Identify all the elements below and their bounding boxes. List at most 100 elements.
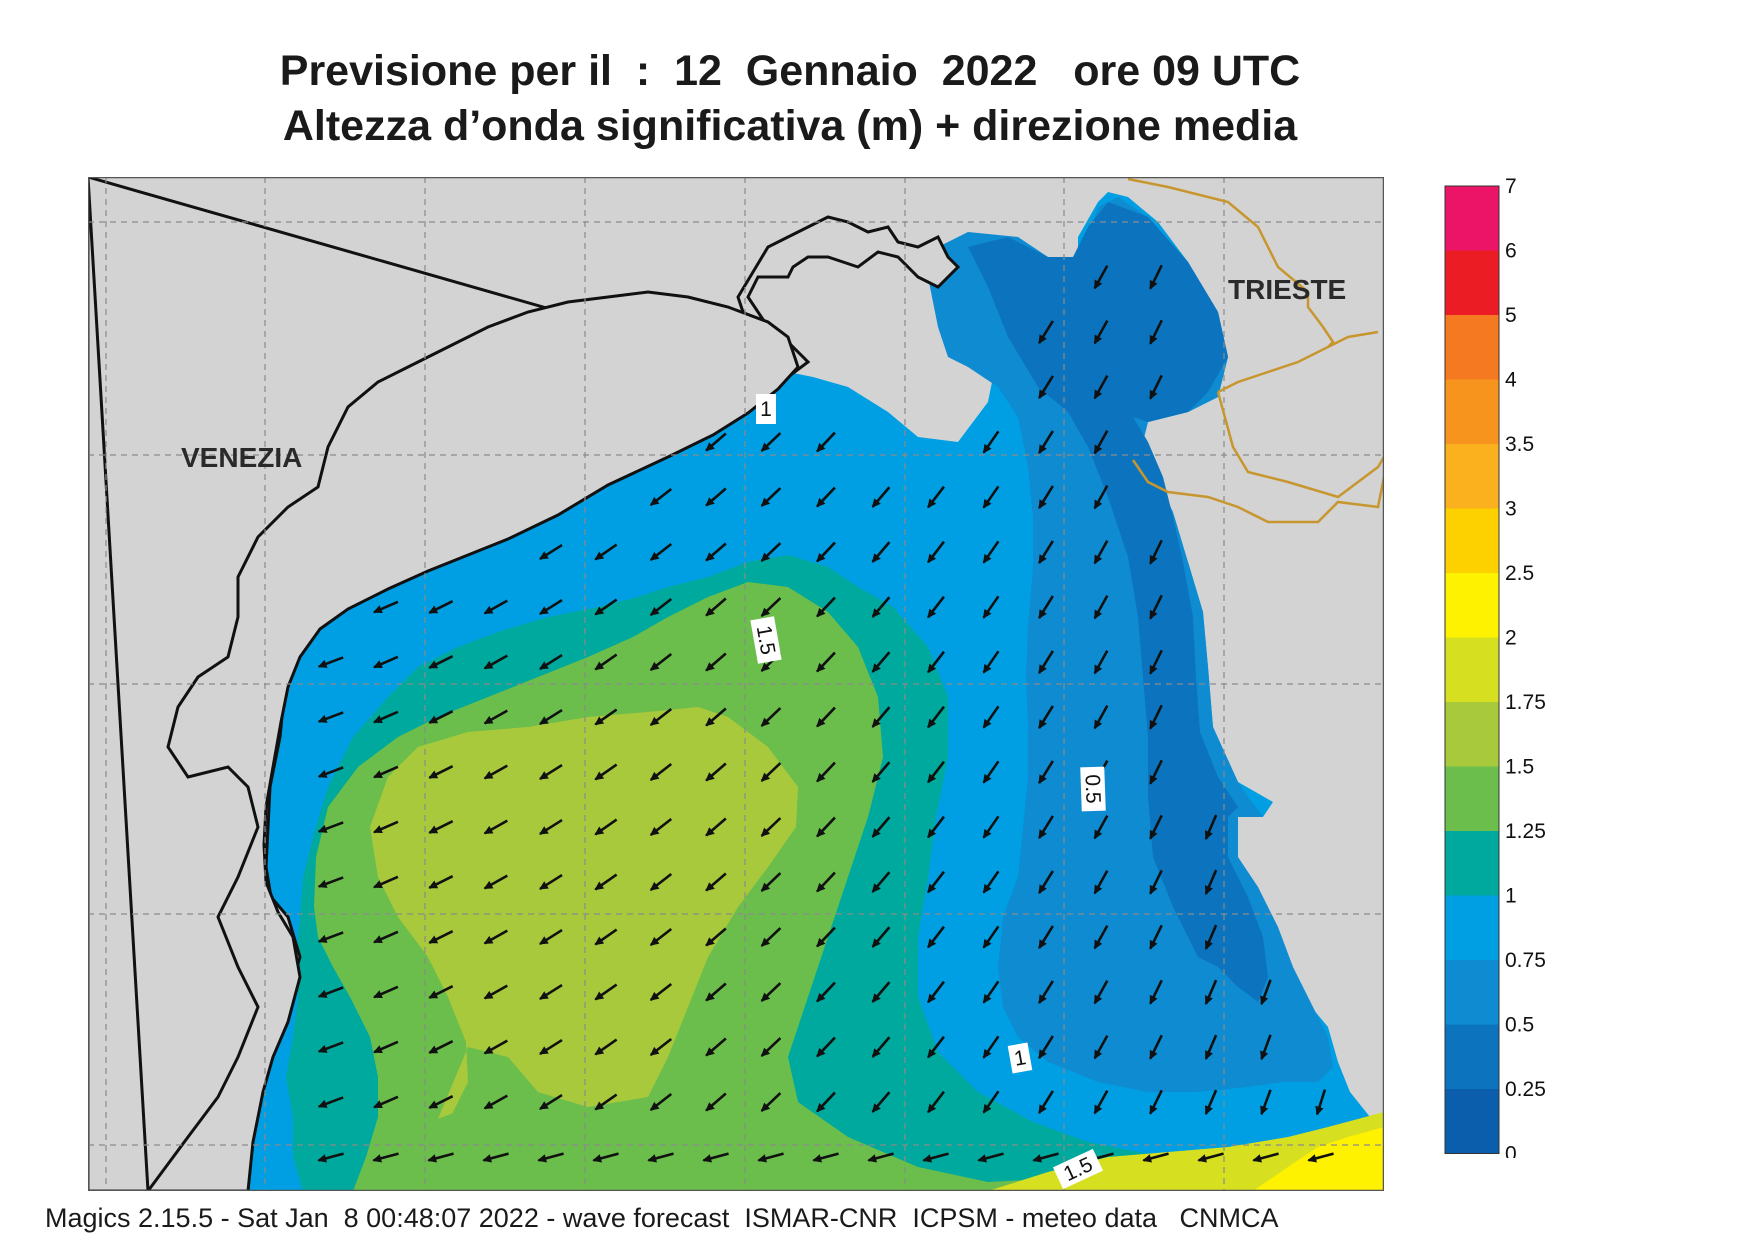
wave-arrow-head (539, 826, 549, 835)
wave-arrow-head (871, 498, 881, 508)
legend-swatch (1445, 702, 1499, 767)
wave-arrow-head (871, 608, 881, 618)
wave-arrow-head (649, 1046, 660, 1056)
wave-arrow-head (539, 606, 549, 615)
wave-arrow-head (1094, 829, 1103, 840)
wave-arrow-head (428, 935, 439, 944)
wave-arrow-head (1038, 554, 1047, 565)
wave-arrow-head (1260, 1050, 1269, 1061)
wave-arrow-head (1094, 499, 1103, 510)
wave-arrow-head (982, 608, 992, 619)
wave-arrow-head (427, 1154, 437, 1163)
wave-arrow-head (1038, 1104, 1047, 1115)
wave-arrow-head (1260, 995, 1269, 1006)
wave-arrow-head (1094, 334, 1103, 345)
legend-tick-label: 1.75 (1505, 691, 1546, 714)
wave-arrow-head (760, 717, 771, 727)
wave-arrow-head (760, 827, 771, 837)
wave-arrow-head (1032, 1154, 1042, 1163)
wave-arrow-head (867, 1154, 877, 1163)
wave-arrow-head (982, 1048, 992, 1059)
wave-arrow-head (1315, 1105, 1324, 1116)
wave-arrow-head (760, 552, 771, 562)
svg-text:1: 1 (760, 398, 772, 421)
wave-arrow-head (982, 718, 992, 729)
wave-arrow-head (816, 442, 826, 453)
wave-arrow-head (705, 937, 715, 947)
wave-arrow-head (1038, 664, 1047, 675)
wave-arrow-head (483, 825, 494, 834)
wave-arrow-head (539, 881, 549, 890)
wave-arrow-head (760, 497, 771, 507)
wave-arrow-head (927, 993, 937, 1004)
wave-arrow-head (927, 663, 937, 674)
legend-tick-label: 1.5 (1505, 756, 1534, 779)
wave-arrow-head (927, 718, 937, 729)
wave-arrow-head (1142, 1154, 1152, 1163)
wave-arrow-head (428, 770, 439, 779)
wave-arrow-head (816, 827, 826, 838)
wave-arrow-head (705, 552, 715, 562)
map-frame (88, 177, 1384, 1191)
wave-arrow-head (1094, 939, 1103, 950)
wave-arrow-head (816, 497, 826, 508)
wave-arrow-head (1094, 884, 1103, 895)
wave-arrow-head (1149, 884, 1158, 895)
legend-swatch (1445, 186, 1499, 251)
wave-arrow-head (705, 772, 715, 782)
wave-arrow-head (982, 938, 992, 949)
legend-swatch (1445, 895, 1499, 960)
wave-arrow-head (483, 715, 494, 724)
wave-arrow-head (982, 828, 992, 839)
legend-tick-label: 0 (1505, 1143, 1517, 1159)
wave-arrow-head (1094, 444, 1103, 455)
wave-arrow-head (816, 717, 826, 728)
wave-arrow-head (1260, 1105, 1269, 1116)
wave-arrow-head (1149, 554, 1158, 565)
wave-arrow-head (1307, 1154, 1317, 1163)
wave-arrow-head (594, 716, 605, 726)
wave-arrow-head (816, 552, 826, 563)
wave-arrow-head (539, 771, 549, 780)
wave-arrow-head (760, 992, 771, 1002)
wave-arrow-head (1149, 279, 1158, 290)
wave-arrow-head (317, 1099, 328, 1108)
wave-arrow-head (592, 1154, 602, 1163)
wave-arrow-head (317, 1044, 328, 1053)
wave-arrow-head (483, 605, 494, 614)
wave-arrow-head (1149, 774, 1158, 785)
legend-tick-label: 0.5 (1505, 1014, 1534, 1037)
wave-arrow-head (539, 936, 549, 945)
wave-arrow-head (483, 770, 494, 779)
wave-arrow-head (1149, 1104, 1158, 1115)
wave-arrow-head (649, 826, 660, 836)
wave-arrow-head (649, 716, 660, 726)
legend-swatch (1445, 379, 1499, 444)
wave-arrow-head (871, 1048, 881, 1058)
wave-arrow-head (1149, 1049, 1158, 1060)
wave-arrow-head (594, 936, 605, 946)
wave-arrow-head (1038, 389, 1047, 400)
svg-text:1: 1 (1012, 1046, 1028, 1071)
wave-arrow-head (428, 990, 439, 999)
wave-arrow-head (1204, 995, 1213, 1006)
wave-arrow-head (649, 936, 660, 946)
wave-arrow-head (537, 1154, 547, 1163)
wave-arrow-head (594, 881, 605, 891)
wave-arrow-head (982, 498, 992, 509)
wave-arrow-head (649, 496, 660, 506)
wave-arrow-head (317, 824, 328, 833)
wave-arrow-head (649, 881, 660, 891)
legend-swatch (1445, 444, 1499, 509)
wave-arrow-head (816, 937, 826, 948)
legend-tick-label: 3.5 (1505, 433, 1534, 456)
wave-arrow-head (372, 1154, 382, 1163)
wave-arrow-head (594, 606, 605, 616)
wave-direction-arrows (317, 264, 1334, 1163)
wave-arrow-head (927, 608, 937, 619)
legend-swatch (1445, 1089, 1499, 1154)
legend-swatch (1445, 960, 1499, 1025)
legend-tick-label: 1 (1505, 885, 1517, 908)
wave-arrow-head (760, 662, 771, 672)
wave-arrow-head (1204, 1105, 1213, 1116)
